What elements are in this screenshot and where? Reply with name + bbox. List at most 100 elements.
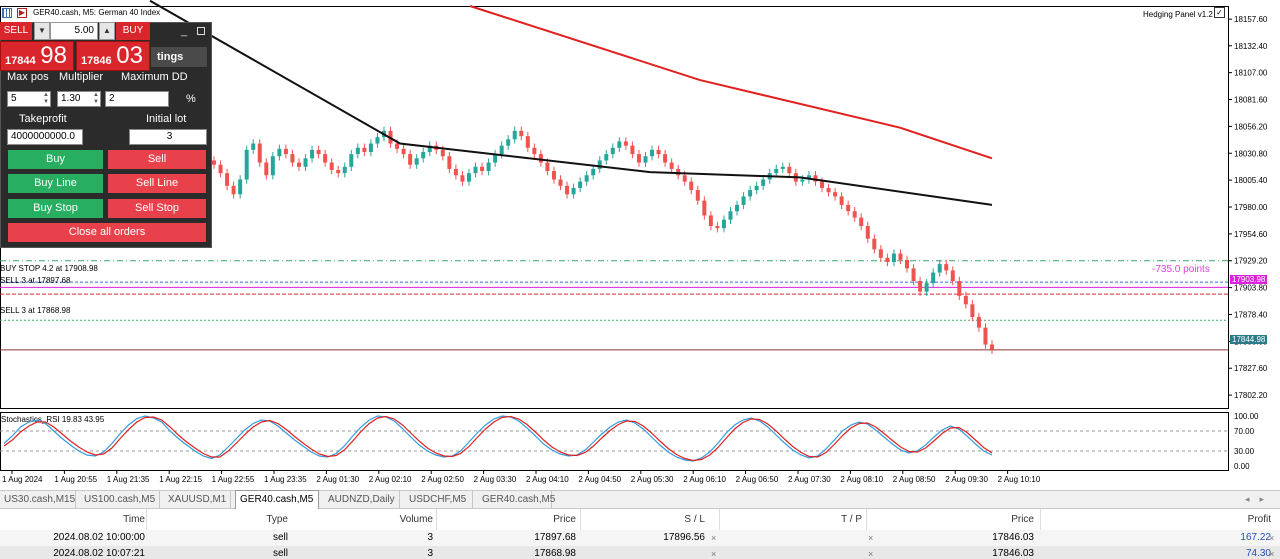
candle-body — [499, 145, 504, 155]
spin-icon[interactable]: ▲ ▼ — [43, 92, 49, 105]
close-icon[interactable]: × — [1269, 549, 1275, 559]
takeprofit-field[interactable]: 4000000000.0 — [7, 129, 83, 145]
y-tick-label: 18107.00 — [1234, 69, 1268, 78]
lot-down-icon[interactable]: ▼ — [34, 22, 50, 40]
candle-body — [623, 141, 628, 146]
candle-body — [447, 156, 452, 169]
chart-tab[interactable]: US100.cash,M5 — [80, 491, 160, 509]
candle-body — [636, 154, 641, 163]
candle-body — [656, 149, 661, 155]
sell-line-label-1[interactable]: SELL 3 at 17897.68 — [0, 276, 71, 285]
price-chart[interactable]: 18157.60 18132.40 18107.00 18081.60 18056.20… — [0, 0, 1280, 490]
candle-body — [865, 226, 870, 239]
percent-sign: % — [186, 93, 196, 105]
candle-body — [643, 156, 648, 163]
table-cell: 17896.56 — [663, 532, 705, 543]
candle-body — [578, 181, 583, 188]
table-header-row: Time Type Volume Price S / L T / P Price Profit — [0, 512, 1280, 528]
close-icon[interactable]: × — [711, 533, 717, 543]
ma-red-line — [469, 5, 993, 160]
spin-icon[interactable]: ▲ ▼ — [93, 92, 99, 105]
candle-body — [937, 264, 942, 273]
candle-body — [329, 162, 334, 170]
max-pos-field[interactable]: 5 ▲ ▼ — [7, 91, 51, 107]
y-tick-label: 17954.60 — [1234, 230, 1268, 239]
candle-body — [551, 171, 556, 180]
oneclick-sell-button[interactable]: SELL — [0, 22, 32, 40]
candle-body — [669, 162, 674, 169]
chart-tab[interactable]: US30.cash,M15 — [0, 491, 76, 509]
stoch-frame — [0, 412, 1229, 471]
x-tick-label: 2 Aug 04:10 — [526, 475, 569, 484]
chart-tab[interactable]: USDCHF,M5 — [405, 491, 473, 509]
settings-tab[interactable]: tings — [151, 47, 207, 67]
multiplier-field[interactable]: 1.30 ▲ ▼ — [57, 91, 101, 107]
chart-tab[interactable]: XAUUSD,M1 — [164, 491, 231, 509]
x-tick-label: 1 Aug 21:35 — [107, 475, 150, 484]
hedging-panel-label: Hedging Panel v1.2 — [1143, 10, 1213, 19]
initial-lot-label: Initial lot — [146, 113, 187, 125]
sell-stop-button[interactable]: Sell Stop — [108, 199, 206, 218]
x-tick-label: 2 Aug 06:10 — [683, 475, 726, 484]
close-icon[interactable]: × — [868, 549, 874, 559]
candle-body — [532, 147, 537, 155]
minimize-icon[interactable]: _ — [181, 25, 188, 37]
candle-body — [349, 154, 354, 167]
points-label: -735.0 points — [1152, 264, 1210, 275]
x-tick-label: 2 Aug 05:30 — [631, 475, 674, 484]
settings-icon[interactable]: ✓ — [1214, 7, 1225, 18]
close-all-orders-button[interactable]: Close all orders — [8, 223, 206, 242]
candle-body — [663, 154, 668, 163]
sell-button[interactable]: Sell — [108, 150, 206, 169]
tab-scroll-arrows-icon[interactable]: ◂▸ — [1244, 494, 1274, 504]
table-cell: 17846.03 — [992, 532, 1034, 543]
chart-tab[interactable]: GER40.cash,M5 — [235, 490, 319, 509]
close-icon[interactable]: × — [711, 549, 717, 559]
stoch-tick-label: 30.00 — [1234, 447, 1255, 456]
lot-input[interactable]: 5.00 — [50, 22, 98, 40]
candle-body — [800, 179, 805, 182]
stoch-tick-label: 70.00 — [1234, 427, 1255, 436]
sell-price-button[interactable]: 17844 98 — [0, 41, 74, 71]
sell-line-button[interactable]: Sell Line — [108, 174, 206, 193]
chart-tab[interactable]: GER40.cash,M5 — [478, 491, 555, 509]
candle-body — [316, 149, 321, 155]
candle-body — [375, 137, 380, 144]
candle-body — [806, 175, 811, 180]
candle-body — [212, 160, 216, 165]
candle-body — [721, 219, 726, 229]
buy-stop-button[interactable]: Buy Stop — [8, 199, 103, 218]
lot-up-icon[interactable]: ▲ — [99, 22, 115, 40]
candle-body — [336, 169, 341, 174]
chart-tab[interactable]: AUDNZD,Daily — [324, 491, 400, 509]
initial-lot-field[interactable]: 3 — [129, 129, 207, 145]
x-tick-label: 2 Aug 06:50 — [736, 475, 779, 484]
chart-area[interactable]: 18157.60 18132.40 18107.00 18081.60 18056.20… — [0, 0, 1280, 490]
restore-icon[interactable] — [197, 27, 205, 35]
max-pos-value: 5 — [11, 93, 17, 104]
max-dd-field[interactable]: 2 — [105, 91, 169, 107]
candle-body — [565, 185, 570, 195]
y-tick-label: 18081.60 — [1234, 96, 1268, 105]
candle-body — [604, 154, 609, 161]
stoch-tick-label: 0.00 — [1234, 462, 1250, 471]
buy-stop-line-label[interactable]: BUY STOP 4.2 at 17908.98 — [0, 264, 98, 273]
candle-body — [408, 154, 413, 165]
buy-button[interactable]: Buy — [8, 150, 103, 169]
sell-line-label-2[interactable]: SELL 3 at 17868.98 — [0, 306, 71, 315]
close-icon[interactable]: × — [1269, 533, 1275, 543]
initial-lot-value: 3 — [166, 131, 173, 142]
buy-line-button[interactable]: Buy Line — [8, 174, 103, 193]
table-row[interactable]: 2024.08.02 10:07:21 sell 3 17868.98 × × 17846.… — [0, 546, 1280, 559]
column-header: S / L — [684, 514, 705, 525]
close-icon[interactable]: × — [868, 533, 874, 543]
buy-price-big: 03 — [116, 42, 143, 69]
oneclick-buy-button[interactable]: BUY — [116, 22, 150, 40]
candle-body — [414, 158, 419, 165]
candle-body — [558, 179, 563, 186]
table-row[interactable]: 2024.08.02 10:00:00 sell 3 17897.68 17896.56… — [0, 530, 1280, 546]
buy-price-button[interactable]: 17846 03 — [76, 41, 150, 71]
candle-body — [512, 130, 517, 140]
x-tick-label: 2 Aug 04:50 — [578, 475, 621, 484]
candle-body — [545, 162, 550, 172]
